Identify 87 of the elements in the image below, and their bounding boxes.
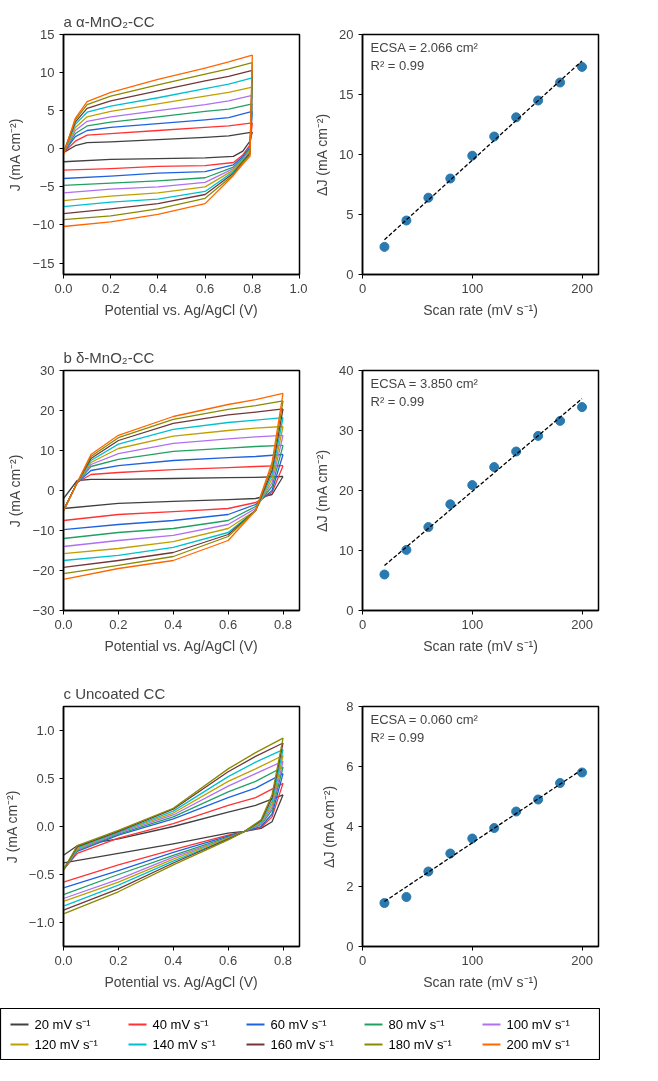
x-tick-label: 0.4	[164, 952, 183, 968]
x-tick-label: 0.4	[164, 616, 183, 632]
annotation: ECSA = 3.850 cm²	[370, 375, 479, 391]
y-tick-label: 30	[40, 363, 55, 378]
x-tick-label: 100	[461, 616, 484, 632]
y-axis-title: ΔJ (mA cm⁻²)	[314, 113, 331, 196]
x-tick-label: 0.2	[101, 280, 120, 296]
legend-label: 200 mV s⁻¹	[506, 1037, 571, 1052]
y-axis-title: J (mA cm⁻²)	[3, 790, 20, 864]
y-axis-title: J (mA cm⁻²)	[7, 118, 24, 192]
chart-title: c Uncoated CC	[63, 684, 166, 702]
legend-label: 160 mV s⁻¹	[270, 1037, 335, 1052]
y-tick-label: −0.5	[28, 867, 55, 882]
x-tick-label: 0.6	[219, 952, 238, 968]
annotation: R² = 0.99	[370, 393, 425, 409]
chart-title: a α-MnO₂-CC	[63, 12, 155, 30]
x-tick-label: 0.2	[109, 616, 128, 632]
annotation: ECSA = 2.066 cm²	[370, 39, 479, 55]
x-tick-label: 200	[571, 616, 593, 632]
x-tick-label: 200	[571, 280, 593, 296]
y-tick-label: 0	[47, 141, 55, 157]
y-tick-label: 2	[346, 879, 354, 894]
y-tick-label: 10	[339, 543, 354, 558]
legend-label: 120 mV s⁻¹	[34, 1037, 99, 1052]
x-tick-label: 100	[461, 280, 484, 296]
y-tick-label: 4	[346, 819, 354, 834]
x-tick-label: 0.4	[148, 280, 167, 296]
legend-label: 40 mV s⁻¹	[152, 1017, 210, 1032]
y-tick-label: 5	[47, 103, 55, 119]
y-tick-label: 0.0	[36, 819, 55, 834]
x-axis-title: Scan rate (mV s⁻¹)	[423, 301, 538, 318]
y-tick-label: −30	[32, 603, 55, 618]
x-axis-title: Potential vs. Ag/AgCl (V)	[104, 637, 258, 654]
x-tick-label: 0.8	[274, 616, 293, 632]
y-tick-label: 30	[339, 423, 354, 438]
x-tick-label: 100	[461, 952, 484, 968]
x-axis-title: Scan rate (mV s⁻¹)	[423, 637, 538, 654]
y-axis-title: ΔJ (mA cm⁻²)	[314, 449, 331, 532]
y-tick-label: −10	[32, 217, 55, 233]
chart-title: b δ-MnO₂-CC	[63, 348, 155, 366]
x-tick-label: 0.6	[219, 616, 238, 632]
x-tick-label: 0	[358, 280, 367, 296]
annotation: R² = 0.99	[370, 57, 425, 73]
x-tick-label: 0.8	[243, 280, 262, 296]
x-axis-title: Potential vs. Ag/AgCl (V)	[104, 301, 258, 318]
y-tick-label: 0.5	[36, 771, 55, 786]
y-tick-label: 10	[40, 443, 55, 458]
y-axis-title: J (mA cm⁻²)	[7, 454, 24, 528]
y-tick-label: 0	[47, 483, 55, 498]
x-axis-title: Potential vs. Ag/AgCl (V)	[104, 973, 258, 990]
y-tick-label: −20	[32, 563, 55, 578]
y-tick-label: 15	[339, 87, 354, 102]
y-tick-label: 20	[40, 403, 55, 418]
y-tick-label: 20	[339, 27, 354, 42]
x-tick-label: 0.8	[274, 952, 293, 968]
x-tick-label: 0	[358, 952, 367, 968]
y-tick-label: 0	[346, 939, 354, 954]
y-tick-label: 6	[346, 759, 354, 774]
legend-label: 180 mV s⁻¹	[388, 1037, 453, 1052]
y-tick-label: 20	[339, 483, 354, 498]
x-tick-label: 0	[358, 616, 367, 632]
x-tick-label: 0.6	[196, 280, 215, 296]
y-axis-title: ΔJ (mA cm⁻²)	[321, 785, 338, 868]
y-tick-label: 5	[346, 207, 354, 222]
y-tick-label: 40	[339, 363, 354, 378]
y-tick-label: −15	[32, 255, 55, 271]
y-tick-label: 1.0	[36, 723, 55, 738]
x-tick-label: 0.2	[109, 952, 128, 968]
x-tick-label: 1.0	[289, 280, 308, 296]
legend-label: 60 mV s⁻¹	[270, 1017, 328, 1032]
annotation: ECSA = 0.060 cm²	[370, 711, 479, 727]
legend-label: 140 mV s⁻¹	[152, 1037, 217, 1052]
y-tick-label: −5	[39, 179, 55, 195]
x-axis-title: Scan rate (mV s⁻¹)	[423, 973, 538, 990]
legend-label: 100 mV s⁻¹	[506, 1017, 571, 1032]
legend-label: 80 mV s⁻¹	[388, 1017, 446, 1032]
y-tick-label: 0	[346, 267, 354, 282]
y-tick-label: 15	[40, 27, 55, 42]
y-tick-label: −10	[32, 523, 55, 538]
y-tick-label: 8	[346, 699, 354, 714]
y-tick-label: 10	[40, 65, 55, 81]
y-tick-label: 0	[346, 603, 354, 618]
annotation: R² = 0.99	[370, 729, 425, 745]
legend-label: 20 mV s⁻¹	[34, 1017, 92, 1032]
y-tick-label: 10	[339, 147, 354, 162]
y-tick-label: −1.0	[28, 915, 55, 930]
x-tick-label: 200	[571, 952, 593, 968]
